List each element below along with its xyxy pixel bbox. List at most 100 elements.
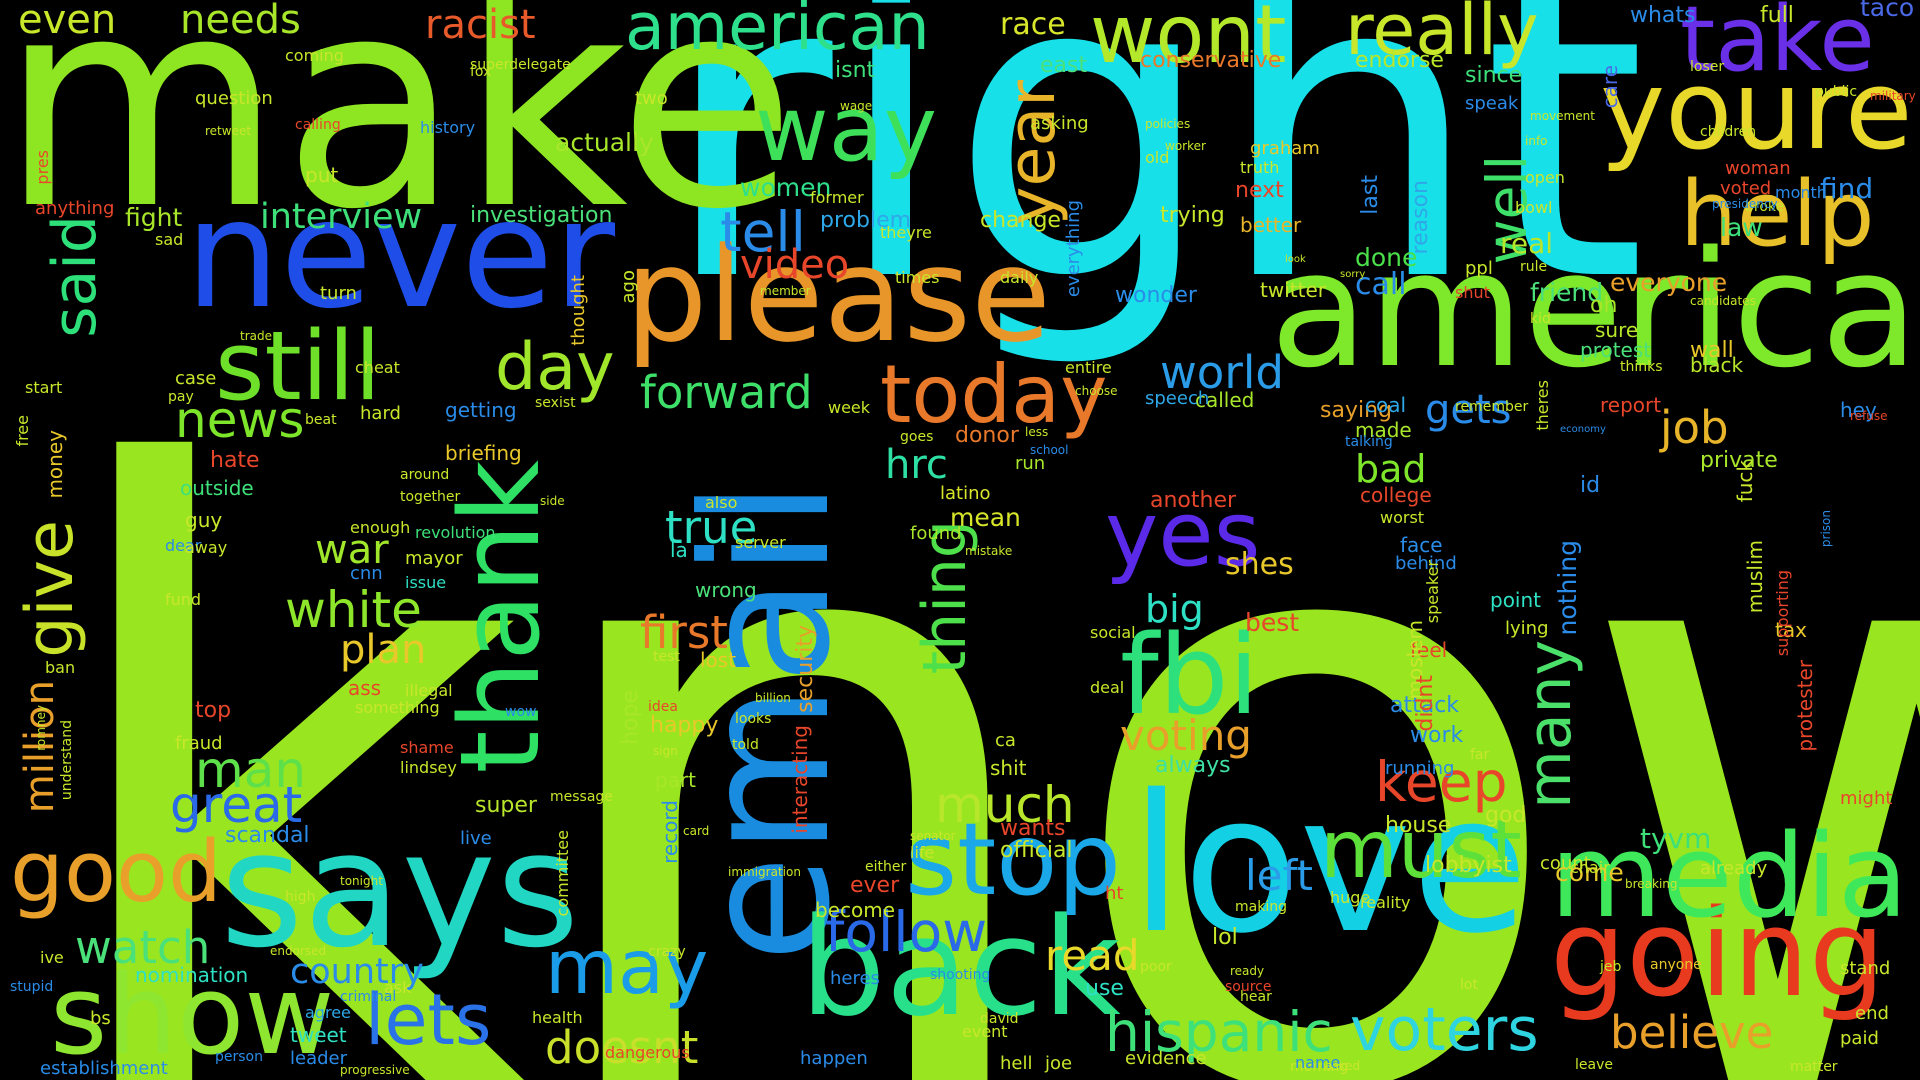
cloud-word: paid (1840, 1028, 1879, 1049)
cloud-word: full (1760, 3, 1794, 28)
cloud-word: nomination (135, 963, 249, 987)
cloud-word: never (185, 168, 616, 342)
cloud-word: event (962, 1022, 1008, 1041)
cloud-word: lot (1460, 977, 1478, 993)
cloud-word: establishment (40, 1058, 168, 1079)
cloud-word: follow (825, 900, 988, 964)
cloud-word: way (755, 77, 938, 182)
cloud-word: fund (165, 590, 202, 609)
cloud-word: source (1225, 979, 1272, 995)
cloud-word: work (1410, 723, 1464, 748)
cloud-word: committee (553, 830, 572, 917)
cloud-word: social (1090, 623, 1136, 642)
cloud-word: shes (1225, 547, 1294, 582)
cloud-word: day (495, 330, 615, 405)
cloud-word: count (1540, 853, 1591, 874)
cloud-word: donor (955, 423, 1019, 448)
cloud-word: sad (155, 230, 184, 249)
cloud-word: ht (1105, 883, 1124, 904)
cloud-word: old (1145, 148, 1170, 167)
cloud-word: billion (755, 691, 791, 705)
cloud-word: made (1355, 418, 1412, 442)
cloud-word: hispanic (1105, 1000, 1333, 1064)
cloud-word: tell (720, 200, 806, 264)
cloud-word: video (740, 242, 850, 288)
cloud-word: refuse (1850, 409, 1888, 423)
cloud-word: presidency (1712, 197, 1778, 211)
cloud-word: question (195, 88, 273, 109)
cloud-word: dangerous (605, 1043, 690, 1062)
cloud-word: report (1600, 393, 1662, 417)
cloud-word: investigation (470, 203, 613, 228)
cloud-word: even (18, 0, 117, 43)
cloud-word: house (1385, 813, 1452, 838)
cloud-word: making (1235, 899, 1287, 915)
cloud-word: retweet (205, 124, 252, 138)
cloud-word: official (1000, 838, 1073, 863)
cloud-word: candidates (1690, 294, 1756, 308)
cloud-word: something (355, 698, 440, 717)
cloud-word: issue (405, 573, 447, 592)
cloud-word: morning (1290, 1059, 1349, 1075)
cloud-word: voting (1120, 711, 1252, 760)
cloud-word: voted (1720, 178, 1772, 199)
cloud-word: children (1700, 124, 1757, 140)
cloud-word: sexist (535, 395, 576, 411)
cloud-word: lol (1212, 925, 1238, 950)
cloud-word: fuck (1733, 460, 1757, 503)
cloud-word: revolution (415, 523, 496, 542)
cloud-word: nothing (1553, 540, 1582, 636)
cloud-word: must (1320, 803, 1522, 896)
cloud-word: money (43, 430, 67, 499)
cloud-word: everyone (1610, 268, 1728, 297)
cloud-word: part (655, 768, 697, 792)
cloud-word: best (1245, 608, 1300, 637)
cloud-word: looks (735, 711, 772, 727)
cloud-word: become (815, 898, 896, 922)
cloud-word: trying (1160, 203, 1225, 228)
cloud-word: free (13, 415, 32, 447)
cloud-word: fight (125, 203, 183, 232)
cloud-word: test (653, 649, 680, 665)
cloud-word: isnt (835, 58, 876, 83)
cloud-word: hrc (885, 442, 948, 488)
cloud-word: forward (640, 366, 813, 419)
cloud-word: life (910, 843, 935, 862)
cloud-word: ask (384, 978, 412, 997)
cloud-word: heres (830, 968, 880, 989)
cloud-word: calling (295, 117, 341, 133)
cloud-word: end (1855, 1003, 1889, 1024)
cloud-word: bowl (1515, 198, 1553, 217)
cloud-word: immigration (728, 865, 801, 879)
cloud-word: member (760, 284, 811, 298)
cloud-word: race (1000, 7, 1066, 42)
cloud-word: broke (1745, 199, 1785, 215)
cloud-word: keep (1375, 750, 1508, 814)
cloud-word: whats (1630, 3, 1696, 28)
cloud-word: media (1550, 810, 1909, 944)
cloud-word: criminal (340, 989, 397, 1005)
cloud-word: two (635, 88, 668, 109)
cloud-word: tyvm (1640, 822, 1712, 855)
cloud-word: turn (320, 283, 357, 304)
cloud-word: feel (1410, 638, 1448, 662)
cloud-word: make (0, 0, 797, 273)
cloud-word: theres (1533, 380, 1552, 431)
cloud-word: stop (905, 801, 1121, 918)
cloud-word: please (625, 219, 1051, 371)
cloud-word: attack (1390, 693, 1460, 718)
cloud-word: hell (1000, 1053, 1033, 1074)
cloud-word: run (1015, 453, 1046, 474)
cloud-word: help (1680, 162, 1875, 267)
cloud-word: lets (365, 979, 492, 1061)
cloud-word: wage (840, 99, 873, 113)
cloud-word: movement (1530, 109, 1595, 123)
cloud-word: woman (1725, 158, 1791, 179)
cloud-word: sorry (1340, 269, 1366, 280)
cloud-word: latino (940, 483, 991, 504)
cloud-word: server (735, 533, 786, 552)
cloud-word: face (1400, 533, 1443, 557)
cloud-word: ban (45, 658, 76, 677)
cloud-word: card (683, 824, 710, 838)
